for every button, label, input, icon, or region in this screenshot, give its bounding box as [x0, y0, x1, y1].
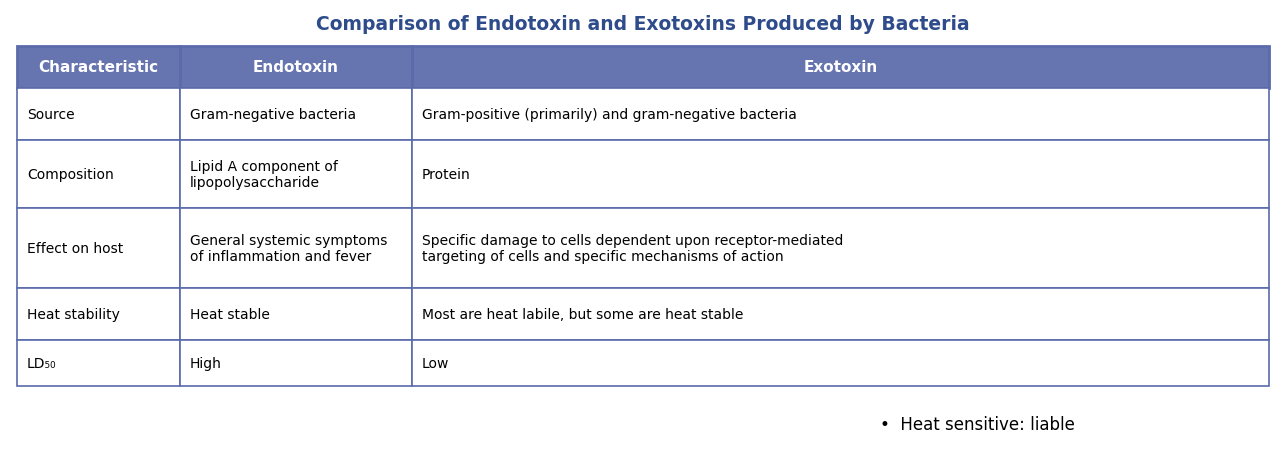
Text: Protein: Protein — [422, 168, 471, 182]
Text: Source: Source — [27, 108, 75, 122]
Text: Specific damage to cells dependent upon receptor-mediated
targeting of cells and: Specific damage to cells dependent upon … — [422, 233, 844, 263]
Bar — [17, 141, 180, 208]
Bar — [180, 47, 412, 89]
Text: Low: Low — [422, 356, 449, 370]
Bar — [17, 208, 180, 288]
Text: Composition: Composition — [27, 168, 113, 182]
Bar — [412, 141, 1269, 208]
Bar — [180, 288, 412, 340]
Bar — [412, 47, 1269, 89]
Text: Comparison of Endotoxin and Exotoxins Produced by Bacteria: Comparison of Endotoxin and Exotoxins Pr… — [316, 15, 970, 34]
Bar — [180, 208, 412, 288]
Text: Gram-negative bacteria: Gram-negative bacteria — [190, 108, 356, 122]
Text: Heat stable: Heat stable — [190, 308, 270, 321]
Bar — [17, 47, 180, 89]
Text: Exotoxin: Exotoxin — [804, 61, 877, 75]
Text: Endotoxin: Endotoxin — [253, 61, 340, 75]
Text: Most are heat labile, but some are heat stable: Most are heat labile, but some are heat … — [422, 308, 743, 321]
Text: High: High — [190, 356, 222, 370]
Text: Gram-positive (primarily) and gram-negative bacteria: Gram-positive (primarily) and gram-negat… — [422, 108, 797, 122]
Text: Heat stability: Heat stability — [27, 308, 120, 321]
Bar — [180, 89, 412, 141]
Text: Characteristic: Characteristic — [39, 61, 158, 75]
Text: Lipid A component of
lipopolysaccharide: Lipid A component of lipopolysaccharide — [190, 160, 338, 190]
Text: Effect on host: Effect on host — [27, 241, 123, 256]
Bar — [17, 288, 180, 340]
Bar — [412, 89, 1269, 141]
Text: LD₅₀: LD₅₀ — [27, 356, 57, 370]
Text: •  Heat sensitive: liable: • Heat sensitive: liable — [880, 415, 1075, 433]
Bar — [412, 340, 1269, 386]
Bar — [180, 340, 412, 386]
Bar — [412, 288, 1269, 340]
Bar — [17, 89, 180, 141]
Bar — [180, 141, 412, 208]
Text: General systemic symptoms
of inflammation and fever: General systemic symptoms of inflammatio… — [190, 233, 387, 263]
Bar — [17, 340, 180, 386]
Bar — [412, 208, 1269, 288]
